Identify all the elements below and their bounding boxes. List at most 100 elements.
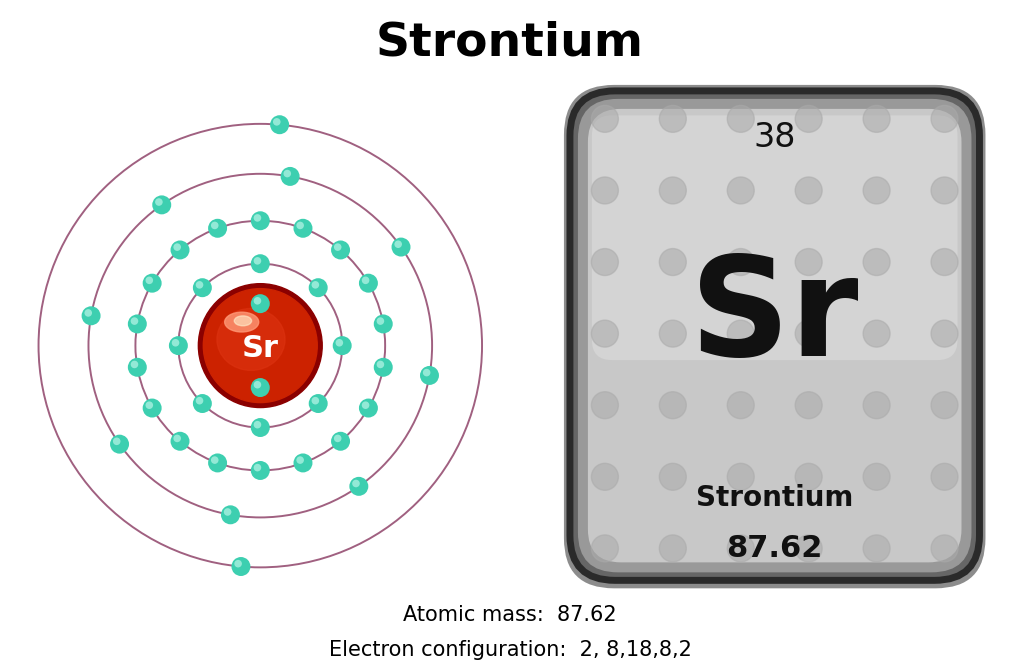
- Circle shape: [273, 118, 280, 126]
- Circle shape: [208, 219, 227, 238]
- Circle shape: [171, 240, 189, 260]
- Circle shape: [660, 392, 686, 419]
- Circle shape: [795, 320, 822, 347]
- Circle shape: [392, 238, 410, 256]
- Circle shape: [863, 177, 890, 204]
- Circle shape: [931, 535, 958, 562]
- Circle shape: [173, 243, 181, 251]
- Circle shape: [294, 219, 312, 238]
- Circle shape: [131, 361, 138, 368]
- Text: Atomic mass:  87.62: Atomic mass: 87.62: [403, 605, 617, 625]
- Circle shape: [221, 505, 240, 524]
- Circle shape: [211, 222, 219, 229]
- Circle shape: [254, 297, 261, 304]
- Circle shape: [795, 105, 822, 133]
- Circle shape: [270, 115, 290, 134]
- Circle shape: [171, 432, 189, 451]
- Circle shape: [204, 288, 317, 402]
- Circle shape: [373, 358, 393, 377]
- Circle shape: [359, 398, 377, 418]
- Circle shape: [349, 477, 368, 496]
- Circle shape: [82, 306, 100, 325]
- Circle shape: [863, 392, 890, 419]
- Circle shape: [294, 454, 312, 472]
- Circle shape: [727, 392, 754, 419]
- Circle shape: [85, 309, 92, 317]
- Circle shape: [727, 464, 754, 490]
- Circle shape: [336, 339, 343, 346]
- Circle shape: [359, 274, 377, 292]
- Text: Sr: Sr: [691, 250, 859, 385]
- Circle shape: [660, 248, 686, 276]
- Circle shape: [283, 170, 292, 177]
- Circle shape: [660, 177, 686, 204]
- Circle shape: [195, 397, 204, 404]
- Ellipse shape: [234, 316, 252, 326]
- Circle shape: [863, 320, 890, 347]
- Text: Electron configuration:  2, 8,18,8,2: Electron configuration: 2, 8,18,8,2: [328, 640, 692, 660]
- Circle shape: [863, 464, 890, 490]
- Circle shape: [863, 248, 890, 276]
- Text: 87.62: 87.62: [726, 534, 822, 563]
- Circle shape: [145, 276, 153, 284]
- Circle shape: [591, 177, 618, 204]
- Circle shape: [420, 366, 439, 385]
- Circle shape: [727, 248, 754, 276]
- FancyBboxPatch shape: [578, 99, 972, 572]
- Circle shape: [332, 336, 352, 355]
- Circle shape: [312, 397, 319, 404]
- Circle shape: [376, 361, 385, 368]
- Circle shape: [254, 464, 261, 472]
- Circle shape: [297, 456, 304, 464]
- Circle shape: [193, 394, 212, 413]
- Circle shape: [152, 195, 171, 214]
- Circle shape: [931, 392, 958, 419]
- Text: Strontium: Strontium: [696, 484, 853, 512]
- Circle shape: [795, 535, 822, 562]
- Circle shape: [352, 480, 360, 488]
- Circle shape: [110, 435, 129, 454]
- Circle shape: [251, 378, 270, 397]
- Circle shape: [172, 339, 179, 346]
- Circle shape: [193, 278, 212, 297]
- Ellipse shape: [225, 312, 259, 332]
- Circle shape: [251, 461, 270, 480]
- Circle shape: [254, 214, 261, 222]
- Circle shape: [863, 535, 890, 562]
- Circle shape: [251, 211, 270, 230]
- Circle shape: [931, 248, 958, 276]
- Circle shape: [591, 392, 618, 419]
- Circle shape: [173, 435, 181, 442]
- Circle shape: [251, 418, 270, 437]
- Circle shape: [251, 294, 270, 313]
- Circle shape: [660, 464, 686, 490]
- FancyBboxPatch shape: [588, 109, 962, 562]
- Circle shape: [660, 535, 686, 562]
- Circle shape: [254, 381, 261, 388]
- Circle shape: [727, 105, 754, 133]
- Circle shape: [727, 320, 754, 347]
- Circle shape: [169, 336, 188, 355]
- FancyBboxPatch shape: [592, 115, 958, 360]
- Circle shape: [591, 248, 618, 276]
- Circle shape: [931, 320, 958, 347]
- Circle shape: [155, 198, 163, 206]
- Circle shape: [297, 222, 304, 229]
- Text: 38: 38: [754, 121, 796, 154]
- Circle shape: [309, 278, 327, 297]
- Circle shape: [931, 464, 958, 490]
- Circle shape: [591, 320, 618, 347]
- Circle shape: [376, 317, 385, 325]
- Circle shape: [142, 274, 162, 292]
- Circle shape: [251, 254, 270, 273]
- Circle shape: [795, 248, 822, 276]
- Circle shape: [142, 398, 162, 418]
- Text: Strontium: Strontium: [376, 21, 644, 66]
- Circle shape: [660, 105, 686, 133]
- Circle shape: [373, 314, 393, 334]
- Circle shape: [254, 257, 261, 264]
- Circle shape: [198, 284, 322, 408]
- Circle shape: [931, 105, 958, 133]
- Circle shape: [591, 105, 618, 133]
- Circle shape: [128, 314, 147, 334]
